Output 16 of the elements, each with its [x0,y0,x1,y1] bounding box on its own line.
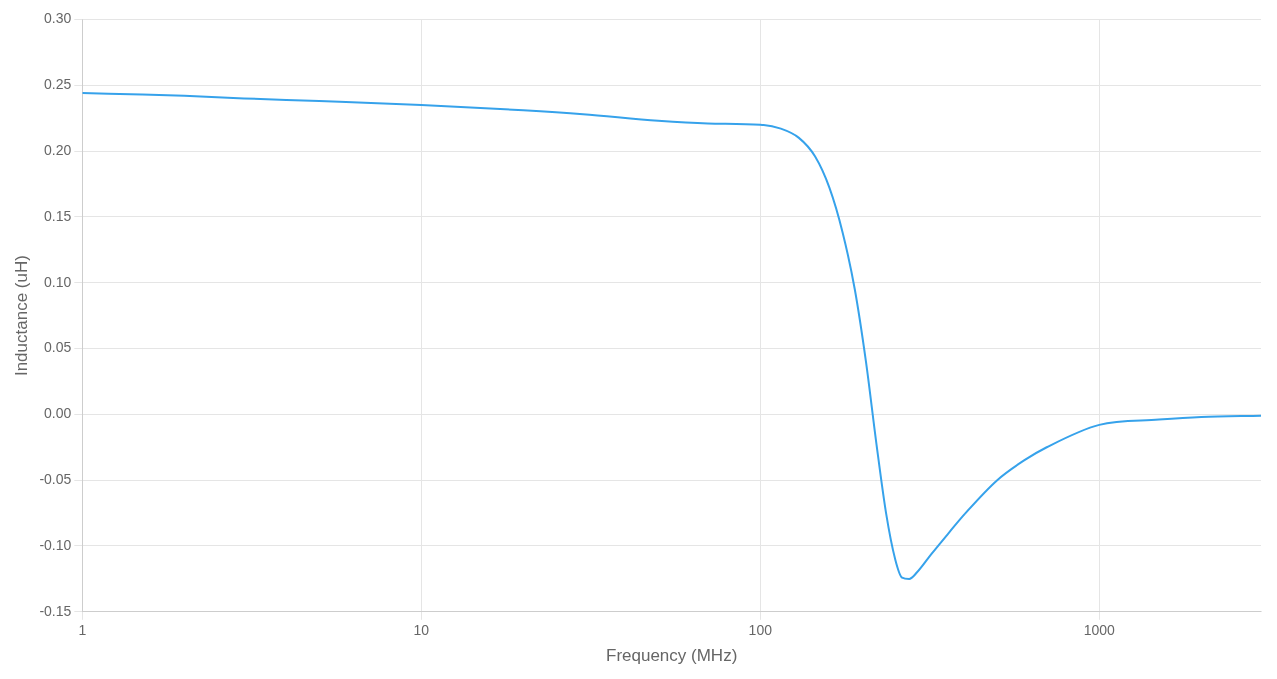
y-tick-label: -0.05 [39,471,72,488]
y-axis-title: Inductance (uH) [11,255,31,377]
y-tick-label: 0.05 [44,339,72,356]
y-tick-label: -0.15 [39,602,72,619]
y-tick-label: 0.00 [44,405,72,422]
x-tick-label: 10 [413,622,430,639]
y-tick-label: 0.10 [44,273,72,290]
y-tick-label: 0.25 [44,76,72,93]
y-tick-label: 0.20 [44,141,72,158]
x-tick-label: 1000 [1083,622,1116,639]
y-tick-label: 0.15 [44,207,72,224]
x-tick-label: 1 [78,622,87,639]
x-tick-label: 100 [748,622,773,639]
y-tick-label: -0.10 [39,536,72,553]
y-tick-label: 0.30 [44,10,72,27]
x-axis-title: Frequency (MHz) [606,646,738,666]
